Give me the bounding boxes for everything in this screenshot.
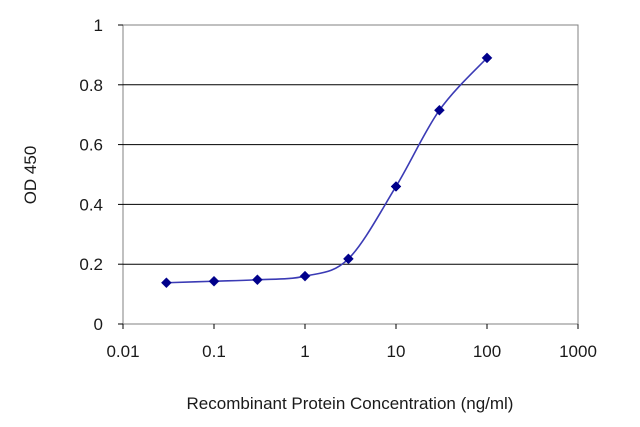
data-point-marker <box>434 104 445 116</box>
y-tick-label: 0.2 <box>79 255 103 274</box>
y-tick-label: 1 <box>94 16 103 35</box>
x-tick-label: 100 <box>473 342 501 361</box>
y-tick-label: 0.4 <box>79 195 103 214</box>
x-axis-label: Recombinant Protein Concentration (ng/ml… <box>187 394 514 413</box>
x-tick-label: 1000 <box>559 342 597 361</box>
gridlines <box>123 84 578 265</box>
x-axis-ticks: 0.01 0.1 1 10 100 1000 <box>106 324 597 361</box>
data-point-marker <box>343 253 354 265</box>
y-tick-label: 0.6 <box>79 136 103 155</box>
data-point-marker <box>299 270 311 282</box>
x-tick-label: 0.1 <box>202 342 226 361</box>
y-axis-label: OD 450 <box>21 146 40 205</box>
data-point-marker <box>390 181 402 192</box>
data-point-marker <box>481 52 493 64</box>
y-axis-ticks: 0 0.2 0.4 0.6 0.8 1 <box>79 16 123 334</box>
data-point-marker <box>208 275 220 287</box>
y-tick-label: 0 <box>94 315 103 334</box>
data-points <box>161 52 493 289</box>
x-tick-label: 1 <box>300 342 309 361</box>
data-point-marker <box>252 274 263 286</box>
x-tick-label: 0.01 <box>106 342 139 361</box>
y-tick-label: 0.8 <box>79 76 103 95</box>
series-line <box>166 57 488 284</box>
x-tick-label: 10 <box>387 342 406 361</box>
data-point-marker <box>161 277 172 289</box>
plot-area <box>122 24 579 325</box>
